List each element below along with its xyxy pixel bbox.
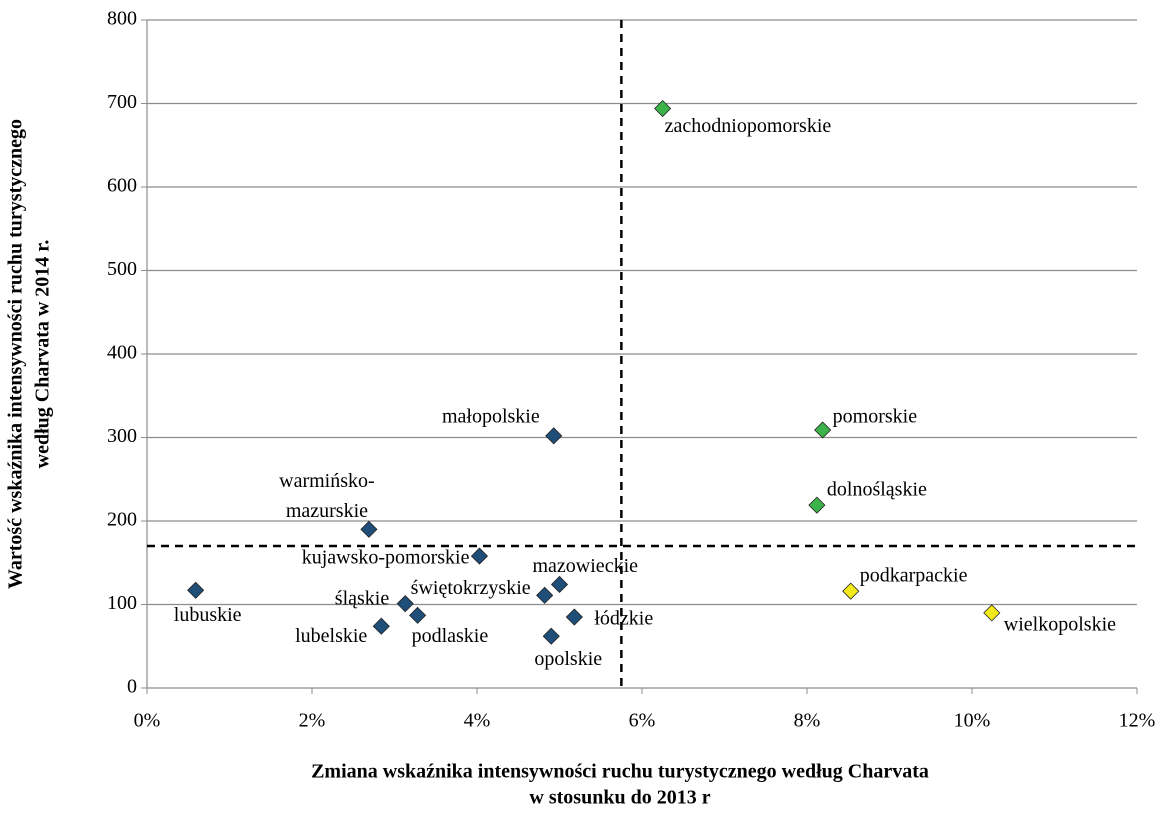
y-tick-label: 500	[107, 258, 137, 280]
point-label: śląskie	[335, 587, 390, 609]
point	[409, 606, 427, 624]
point-label: opolskie	[534, 648, 602, 670]
point-label: kujawsko-pomorskie	[302, 547, 470, 569]
y-tick-label: 400	[107, 342, 137, 364]
y-axis-title: według Charvata w 2014 r.	[32, 240, 54, 469]
x-tick-label: 12%	[1119, 710, 1156, 732]
x-tick-label: 4%	[464, 710, 491, 732]
point	[983, 604, 1001, 622]
point-label: małopolskie	[442, 405, 540, 427]
point	[187, 581, 205, 599]
point-label: podkarpackie	[860, 565, 968, 587]
point	[360, 520, 378, 538]
point	[814, 421, 832, 439]
y-tick-label: 700	[107, 91, 137, 113]
y-tick-label: 300	[107, 425, 137, 447]
point-label: mazurskie	[286, 500, 368, 522]
point	[808, 496, 826, 514]
point-label: łódzkie	[594, 608, 653, 630]
point	[372, 617, 390, 635]
y-tick-label: 600	[107, 175, 137, 197]
point	[565, 608, 583, 626]
x-tick-label: 6%	[629, 710, 656, 732]
y-tick-label: 100	[107, 592, 137, 614]
point-label: lubelskie	[295, 625, 367, 647]
y-tick-label: 800	[107, 8, 137, 30]
y-tick-label: 0	[127, 676, 137, 698]
point-label: podlaskie	[412, 625, 489, 647]
point	[550, 575, 569, 594]
point	[396, 595, 414, 613]
point	[654, 99, 672, 118]
y-axis-title: Wartość wskaźnika intensywności ruchu tu…	[5, 119, 27, 589]
point-label: lubuskie	[174, 604, 242, 626]
point	[542, 627, 560, 645]
x-axis-title: Zmiana wskaźnika intensywności ruchu tur…	[311, 761, 929, 783]
point-label: warmińsko-	[279, 470, 375, 492]
point-label: zachodniopomorskie	[665, 115, 832, 137]
point-label: dolnośląskie	[827, 479, 927, 501]
x-axis-title: w stosunku do 2013 r	[529, 787, 710, 809]
x-tick-label: 2%	[299, 710, 326, 732]
point-label: wielkopolskie	[1004, 613, 1116, 635]
point	[842, 582, 860, 600]
point	[470, 547, 489, 565]
point-label: świętokrzyskie	[411, 577, 531, 599]
point	[536, 586, 554, 604]
x-tick-label: 8%	[794, 710, 821, 732]
y-tick-label: 200	[107, 509, 137, 531]
x-tick-label: 0%	[134, 710, 161, 732]
x-tick-label: 10%	[954, 710, 991, 732]
point	[545, 427, 563, 445]
point-label: mazowieckie	[533, 555, 639, 577]
point-label: pomorskie	[833, 406, 918, 428]
